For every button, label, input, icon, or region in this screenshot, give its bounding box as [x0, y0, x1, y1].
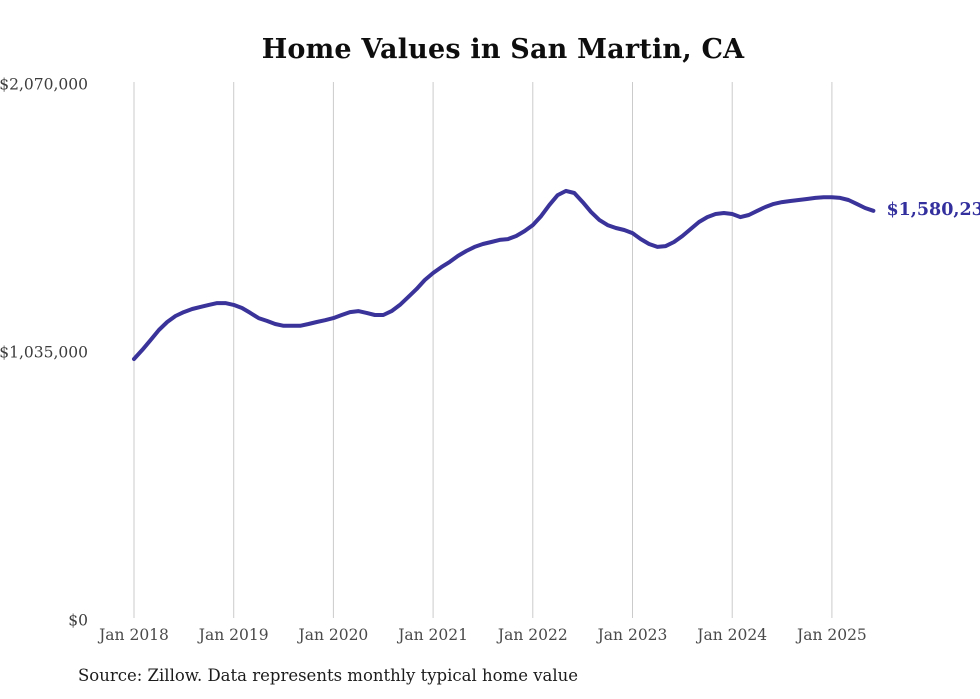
x-axis-tick-label: Jan 2019	[197, 626, 269, 644]
y-axis-tick-label: $1,035,000	[0, 344, 88, 362]
x-axis-tick-label: Jan 2023	[596, 626, 668, 644]
x-axis-tick-label: Jan 2025	[795, 626, 867, 644]
chart-title: Home Values in San Martin, CA	[261, 34, 745, 65]
x-axis-tick-label: Jan 2020	[296, 626, 368, 644]
y-axis-tick-label: $0	[68, 612, 88, 630]
x-axis-tick-label: Jan 2024	[695, 626, 767, 644]
source-note: Source: Zillow. Data represents monthly …	[78, 666, 579, 685]
home-value-line-series	[132, 188, 876, 361]
x-axis-tick-label: Jan 2018	[97, 626, 169, 644]
x-axis-tick-label: Jan 2022	[496, 626, 568, 644]
y-axis-tick-label: $2,070,000	[0, 76, 88, 94]
x-axis-tick-label: Jan 2021	[396, 626, 468, 644]
current-value-label: $1,580,233	[886, 199, 980, 220]
